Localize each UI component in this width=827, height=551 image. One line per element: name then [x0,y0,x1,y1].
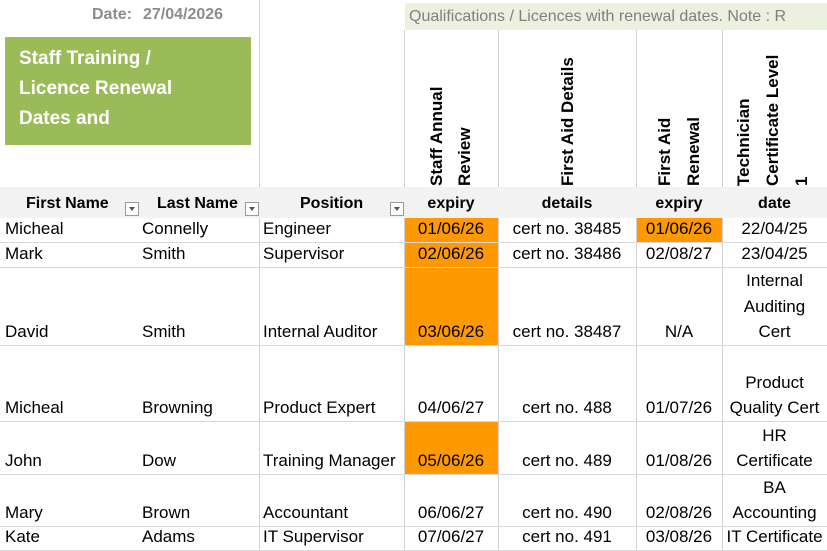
cell-first-aid-expiry[interactable]: 02/08/27 [645,244,713,263]
header-staff-annual-review-1: Staff Annual [427,86,446,186]
cell-first-aid-expiry[interactable]: 01/07/26 [645,398,713,417]
col-review-expiry: expiry [427,195,475,212]
column-separator [722,30,723,551]
cell-last-name[interactable]: Browning [142,398,213,417]
review-expiry-highlight [405,218,498,242]
cell-last-name[interactable]: Connelly [142,219,209,238]
title-line-2: Licence Renewal [19,78,173,99]
cell-position[interactable]: Product Expert [263,398,376,417]
cell-review-expiry[interactable]: 01/06/26 [417,219,485,238]
first-aid-expiry-highlight [637,218,722,242]
column-separator [259,0,260,551]
cell-review-expiry[interactable]: 05/06/26 [417,451,485,470]
title-line-1: Staff Training / [19,48,151,69]
column-separator [498,30,499,551]
col-position: Position [300,195,364,212]
row-divider [0,242,827,243]
cell-last-name[interactable]: Smith [142,244,186,263]
cell-first-name[interactable]: Kate [5,527,40,546]
header-first-aid-renewal-1: First Aid [655,117,674,186]
cell-first-aid-expiry[interactable]: 01/08/26 [645,451,713,470]
cell-technician-date[interactable]: IT Certificate [726,527,823,546]
cell-first-name[interactable]: David [5,322,49,341]
review-expiry-highlight [405,243,498,267]
cell-position[interactable]: Internal Auditor [263,322,378,341]
cell-review-expiry[interactable]: 04/06/27 [417,398,485,417]
header-technician-cert-1: Technician [734,98,753,186]
cell-first-name[interactable]: John [5,451,42,470]
cell-last-name[interactable]: Smith [142,322,186,341]
cell-first-aid-expiry[interactable]: 01/06/26 [645,219,713,238]
cell-technician-date[interactable]: Auditing [743,296,806,316]
title-box [5,37,251,145]
cell-technician-date[interactable]: Cert [758,322,791,341]
cell-technician-date[interactable]: 23/04/25 [741,244,808,263]
cell-last-name[interactable]: Brown [142,503,191,522]
cell-position[interactable]: Engineer [263,219,332,238]
position-filter-button[interactable] [390,202,404,216]
cell-first-aid-expiry[interactable]: 03/08/26 [645,527,713,546]
cell-first-aid-details[interactable]: cert no. 490 [522,503,612,522]
cell-technician-date[interactable]: Product [745,372,804,392]
row-divider [0,526,827,527]
cell-first-name[interactable]: Micheal [5,219,64,238]
cell-technician-date[interactable]: HR [762,425,787,445]
cell-review-expiry[interactable]: 07/06/27 [417,527,485,546]
cell-technician-date[interactable]: Quality Cert [729,398,820,417]
cell-technician-date[interactable]: BA [763,477,786,497]
header-first-aid-renewal-2: Renewal [684,117,703,186]
column-separator [404,30,405,551]
col-first-aid-details: details [541,195,593,212]
cell-review-expiry[interactable]: 02/06/26 [417,244,485,263]
cell-first-aid-details[interactable]: cert no. 489 [522,451,612,470]
date-value: 27/04/2026 [143,6,224,23]
cell-position[interactable]: Accountant [263,503,349,522]
row-divider [0,345,827,346]
col-first-name: First Name [26,195,109,212]
first-name-filter-button[interactable] [125,202,139,216]
cell-first-name[interactable]: Mary [5,503,43,522]
row-divider [0,267,827,268]
cell-position[interactable]: Supervisor [263,244,345,263]
cell-last-name[interactable]: Dow [142,451,177,470]
cell-first-aid-details[interactable]: cert no. 488 [522,398,612,417]
cell-last-name[interactable]: Adams [142,527,195,546]
cell-first-aid-expiry[interactable]: 02/08/26 [645,503,713,522]
cell-review-expiry[interactable]: 06/06/27 [417,503,485,522]
cell-first-aid-expiry[interactable]: N/A [664,322,694,341]
cell-technician-date[interactable]: Internal [746,271,803,290]
header-technician-cert-2: Certificate Level [763,54,782,186]
last-name-filter-button[interactable] [245,202,259,216]
title-line-3: Dates and [19,108,110,129]
header-staff-annual-review-2: Review [455,127,474,186]
col-technician-date: date [758,195,791,212]
column-separator [636,30,637,551]
cell-position[interactable]: Training Manager [263,451,396,470]
cell-first-aid-details[interactable]: cert no. 38487 [512,322,622,341]
review-expiry-highlight [405,422,498,474]
review-expiry-highlight [405,268,498,345]
date-label: Date: [92,6,133,23]
row-divider [0,474,827,475]
cell-first-name[interactable]: Micheal [5,398,64,417]
cell-first-aid-details[interactable]: cert no. 38486 [512,244,622,263]
col-first-aid-expiry: expiry [655,195,703,212]
cell-first-aid-details[interactable]: cert no. 38485 [512,219,622,238]
cell-first-aid-details[interactable]: cert no. 491 [522,527,612,546]
cell-technician-date[interactable]: Certificate [736,451,813,470]
cell-technician-date[interactable]: 22/04/25 [741,219,808,238]
cell-first-name[interactable]: Mark [5,244,43,263]
cell-position[interactable]: IT Supervisor [263,527,364,546]
cell-technician-date[interactable]: Accounting [732,503,817,522]
qualifications-banner: Qualifications / Licences with renewal d… [405,3,827,30]
row-divider [0,421,827,422]
header-first-aid-details: First Aid Details [558,57,577,186]
header-technician-cert-3: 1 [792,176,811,186]
col-last-name: Last Name [157,195,238,212]
cell-review-expiry[interactable]: 03/06/26 [417,322,485,341]
